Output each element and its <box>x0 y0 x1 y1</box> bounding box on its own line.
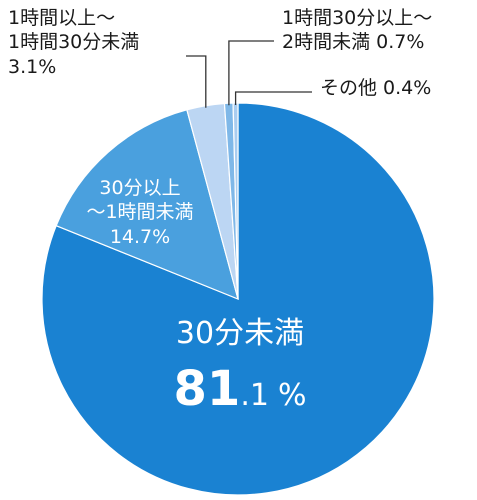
main-slice-label: 30分未満 81.1% <box>174 316 307 417</box>
slice-label-30to60-line1: 30分以上 <box>99 177 181 199</box>
pie-slice-1 <box>55 109 239 301</box>
slice-label-under30-name: 30分未満 <box>176 316 304 351</box>
slice-label-90to120-line1: 1時間30分以上〜 <box>282 7 433 29</box>
leader-lines <box>186 40 312 108</box>
slice-label-60to90-line1: 1時間以上〜 <box>8 7 116 29</box>
slice-label-30to60-line2: 〜1時間未満 <box>86 201 194 224</box>
slice-label-under30-value: 81.1% <box>174 361 307 417</box>
pie-slices <box>41 102 435 496</box>
slice-label-other: その他 0.4% <box>320 76 431 100</box>
slice-label-other-line1: その他 0.4% <box>320 77 432 99</box>
value-integer: 81 <box>174 361 241 417</box>
leader-line-60to90 <box>186 55 207 108</box>
slice-label-60to90-line3: 3.1% <box>8 55 57 78</box>
leader-line-90to120 <box>228 40 274 106</box>
slice-label-60to90-line2: 1時間30分未満 <box>8 31 140 54</box>
slice-label-30to60: 30分以上 〜1時間未満 14.7% <box>80 176 200 249</box>
slice-label-90to120-line2: 2時間未満 0.7% <box>282 31 425 54</box>
value-decimal: .1 <box>240 378 269 413</box>
slice-label-30to60-line3: 14.7% <box>109 225 171 248</box>
value-unit: % <box>278 378 307 413</box>
slice-label-60to90: 1時間以上〜 1時間30分未満 3.1% <box>8 6 139 79</box>
slice-label-90to120: 1時間30分以上〜 2時間未満 0.7% <box>282 6 432 55</box>
leader-line-other <box>234 91 312 105</box>
